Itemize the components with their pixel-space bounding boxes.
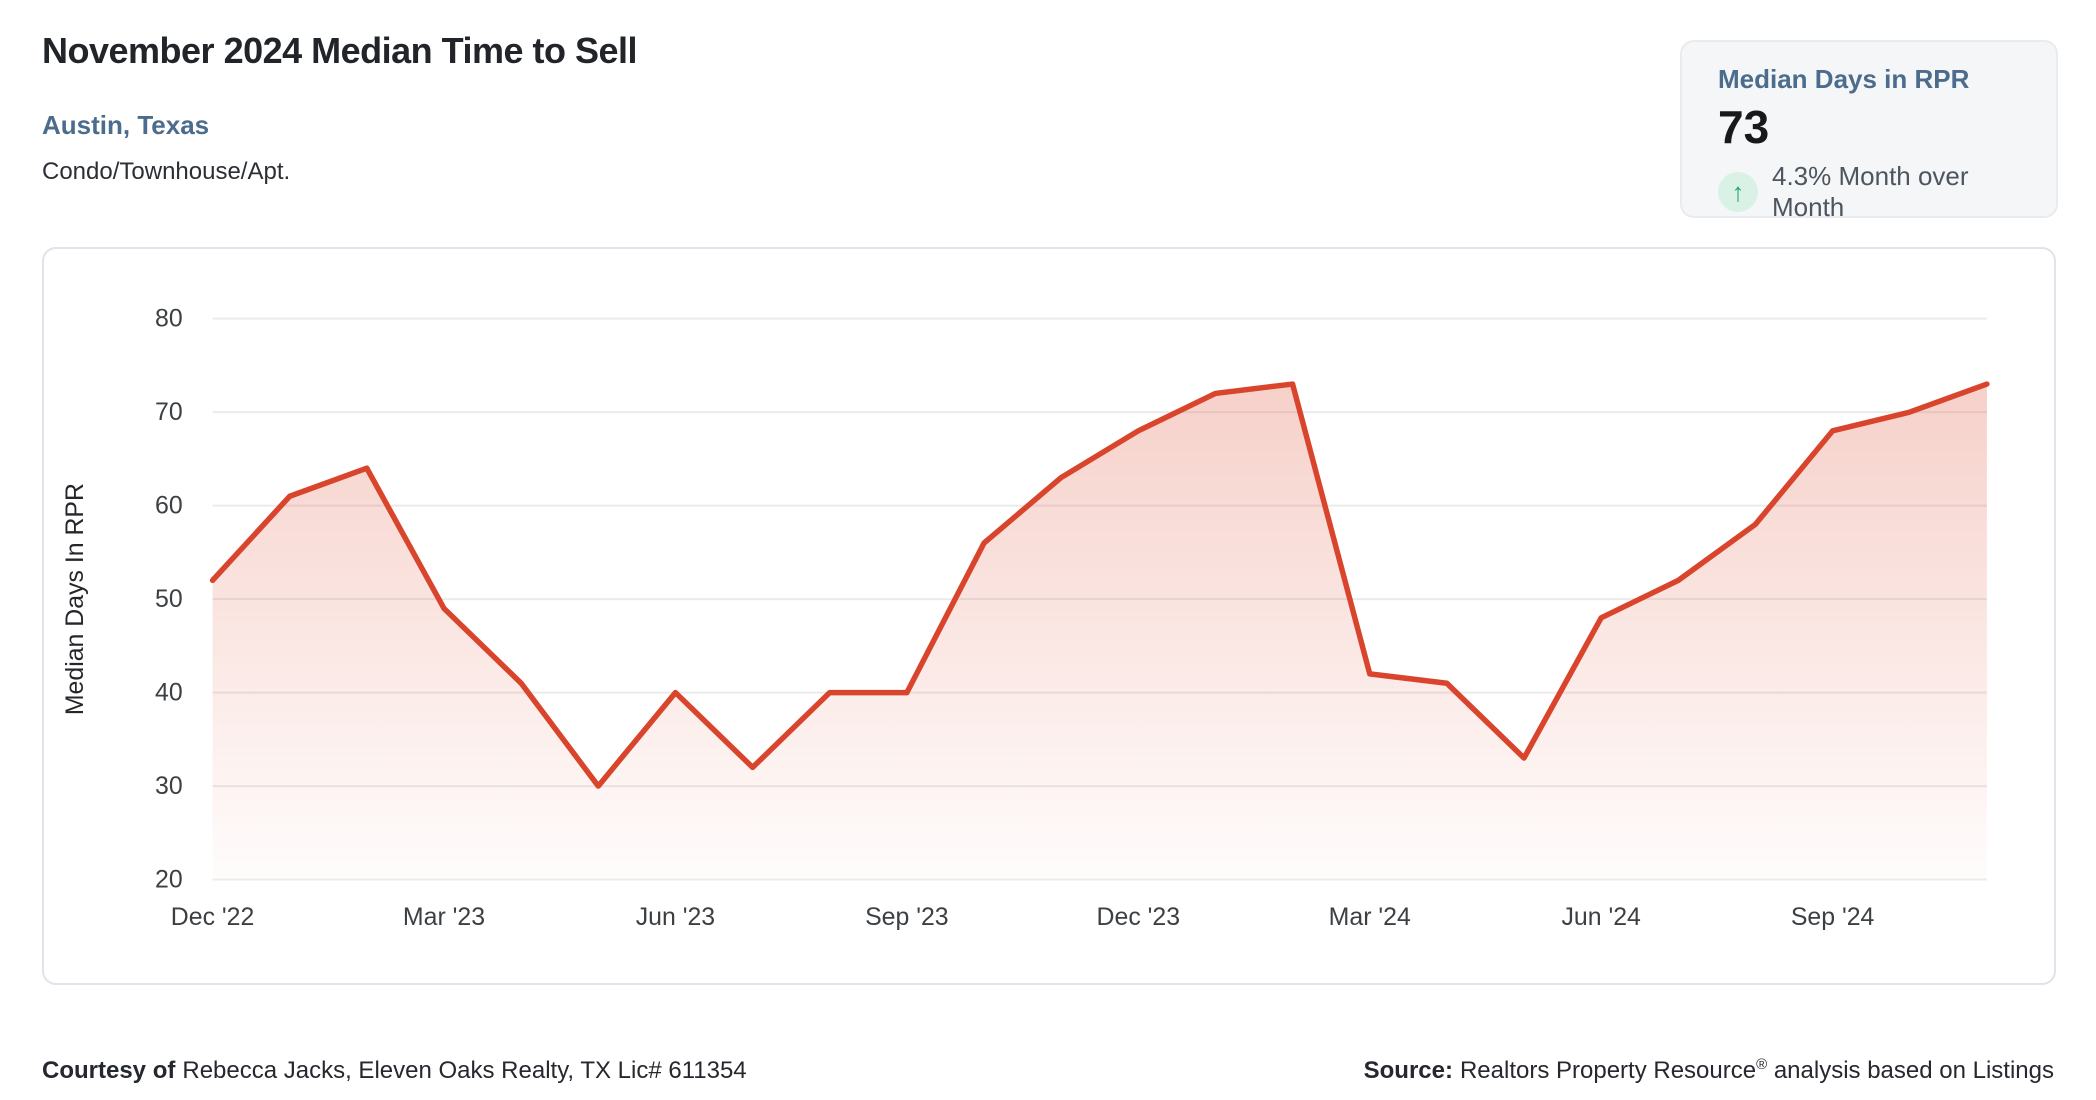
registered-trademark-symbol: ® <box>1756 1056 1768 1073</box>
footer-courtesy-label: Courtesy of <box>42 1057 176 1084</box>
svg-text:50: 50 <box>155 585 183 613</box>
page-subtitle-location: Austin, Texas <box>42 110 210 140</box>
median-days-chart: 20 30 40 50 60 70 80 Dec '22 Mar '23 Jun '23 Sep '… <box>61 305 1990 931</box>
svg-text:20: 20 <box>155 866 183 894</box>
svg-text:40: 40 <box>155 679 183 707</box>
page-subtitle-property-type: Condo/Townhouse/Apt. <box>42 158 291 185</box>
svg-text:Mar '24: Mar '24 <box>1329 903 1411 931</box>
footer: Courtesy of Rebecca Jacks, Eleven Oaks Re… <box>42 1056 2054 1085</box>
stat-change-text: 4.3% Month over Month <box>1772 161 1969 223</box>
y-axis-title: Median Days In RPR <box>61 483 89 715</box>
footer-source-label: Source: <box>1363 1057 1453 1084</box>
stat-label: Median Days in RPR <box>1718 64 1970 94</box>
chart-card: 20 30 40 50 60 70 80 Dec '22 Mar '23 Jun '23 Sep '… <box>42 247 2056 985</box>
footer-courtesy: Courtesy of Rebecca Jacks, Eleven Oaks Re… <box>42 1057 747 1085</box>
svg-text:Mar '23: Mar '23 <box>403 903 485 931</box>
svg-text:30: 30 <box>155 772 183 800</box>
svg-text:Sep '23: Sep '23 <box>865 903 949 931</box>
svg-text:Dec '23: Dec '23 <box>1097 903 1181 931</box>
x-axis-tick-labels: Dec '22 Mar '23 Jun '23 Sep '23 Dec '23 Mar '… <box>171 903 1875 931</box>
svg-text:60: 60 <box>155 492 183 520</box>
up-arrow-icon: ↑ <box>1718 172 1758 213</box>
svg-text:Jun '24: Jun '24 <box>1561 903 1641 931</box>
page-title: November 2024 Median Time to Sell <box>42 30 638 71</box>
svg-text:70: 70 <box>155 398 183 426</box>
stat-value: 73 <box>1718 101 1770 153</box>
footer-source: Source: Realtors Property Resource® analy… <box>1363 1056 2054 1084</box>
series-area-fill <box>212 384 1987 880</box>
svg-text:Sep '24: Sep '24 <box>1791 903 1875 931</box>
svg-text:80: 80 <box>155 305 183 333</box>
median-days-stat-card: Median Days in RPR 73 ↑ 4.3% Month over … <box>1680 40 2058 222</box>
y-axis-tick-labels: 20 30 40 50 60 70 80 <box>155 305 183 894</box>
stat-change-row: ↑ 4.3% Month over Month <box>1718 161 2020 223</box>
footer-courtesy-text: Rebecca Jacks, Eleven Oaks Realty, TX Li… <box>182 1057 747 1084</box>
series-line <box>209 381 1990 789</box>
svg-text:Dec '22: Dec '22 <box>171 903 255 931</box>
svg-text:Jun '23: Jun '23 <box>636 903 715 931</box>
